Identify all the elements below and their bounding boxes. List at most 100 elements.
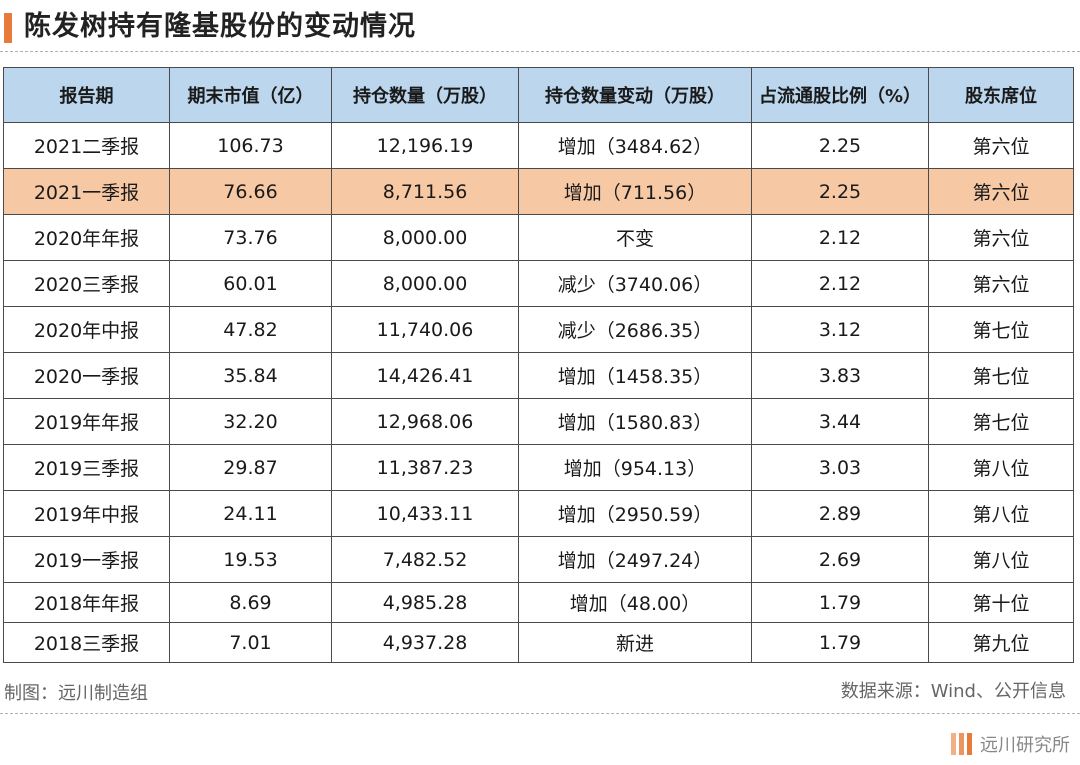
table-cell: 1.79: [751, 582, 929, 623]
table-cell: 60.01: [169, 260, 332, 307]
table-cell: 第六位: [928, 214, 1074, 261]
chart-credit: 制图：远川制造组: [4, 683, 148, 704]
table-cell: 24.11: [169, 490, 332, 537]
table-cell: 第八位: [928, 490, 1074, 537]
table-cell: 29.87: [169, 444, 332, 491]
column-header: 持仓数量（万股）: [331, 67, 519, 123]
data-source: 数据来源：Wind、公开信息: [840, 681, 1066, 702]
table-row: 2018年年报 8.69 4,985.28 增加（48.00） 1.79 第十位: [3, 582, 1074, 623]
table-row: 2020一季报 35.84 14,426.41 增加（1458.35） 3.83…: [3, 352, 1074, 399]
table-row: 2021二季报 106.73 12,196.19 增加（3484.62） 2.2…: [3, 122, 1074, 169]
table-cell: 8.69: [169, 582, 332, 623]
table-cell: 4,937.28: [331, 622, 519, 663]
table-cell: 11,740.06: [331, 306, 519, 353]
column-header: 持仓数量变动（万股）: [518, 67, 752, 123]
table-cell: 第七位: [928, 398, 1074, 445]
table-row: 2019一季报 19.53 7,482.52 增加（2497.24） 2.69 …: [3, 536, 1074, 583]
footer-divider: [0, 713, 1080, 714]
table-cell: 2020年中报: [3, 306, 170, 353]
table-cell: 47.82: [169, 306, 332, 353]
table-cell: 增加（1580.83）: [518, 398, 752, 445]
brand-name: 远川研究所: [980, 735, 1070, 756]
title-accent-bar: [4, 13, 12, 43]
table-cell: 2020年年报: [3, 214, 170, 261]
table-row: 2020年年报 73.76 8,000.00 不变 2.12 第六位: [3, 214, 1074, 261]
table-cell: 12,968.06: [331, 398, 519, 445]
table-row: 2019年中报 24.11 10,433.11 增加（2950.59） 2.89…: [3, 490, 1074, 537]
table-cell: 8,711.56: [331, 168, 519, 215]
table-cell: 第六位: [928, 260, 1074, 307]
table-cell: 2.12: [751, 214, 929, 261]
table-cell: 19.53: [169, 536, 332, 583]
table-cell: 76.66: [169, 168, 332, 215]
title-divider: [0, 51, 1080, 52]
table-cell: 2.25: [751, 168, 929, 215]
column-header: 期末市值（亿）: [169, 67, 332, 123]
table-cell: 2021一季报: [3, 168, 170, 215]
table-cell: 3.83: [751, 352, 929, 399]
table-row: 2020三季报 60.01 8,000.00 减少（3740.06） 2.12 …: [3, 260, 1074, 307]
table-cell: 新进: [518, 622, 752, 663]
table-cell: 2019年中报: [3, 490, 170, 537]
table-cell: 2.12: [751, 260, 929, 307]
table-row: 2019三季报 29.87 11,387.23 增加（954.13） 3.03 …: [3, 444, 1074, 491]
brand-logo-icon: [951, 733, 972, 755]
column-header: 占流通股比例（%）: [751, 67, 929, 123]
table-cell: 减少（3740.06）: [518, 260, 752, 307]
table-cell: 1.79: [751, 622, 929, 663]
table-cell: 增加（711.56）: [518, 168, 752, 215]
table-cell: 3.44: [751, 398, 929, 445]
table-cell: 7.01: [169, 622, 332, 663]
table-cell: 7,482.52: [331, 536, 519, 583]
table-cell: 2.25: [751, 122, 929, 169]
table-row: 2020年中报 47.82 11,740.06 减少（2686.35） 3.12…: [3, 306, 1074, 353]
brand-watermark: 远川研究所: [951, 730, 1070, 758]
table-cell: 第十位: [928, 582, 1074, 623]
title-bar: 陈发树持有隆基股份的变动情况: [0, 0, 1080, 52]
table-row: 2018三季报 7.01 4,937.28 新进 1.79 第九位: [3, 622, 1074, 663]
table-cell: 14,426.41: [331, 352, 519, 399]
table-cell: 减少（2686.35）: [518, 306, 752, 353]
table-cell: 4,985.28: [331, 582, 519, 623]
table-cell: 2.69: [751, 536, 929, 583]
table-cell: 增加（2497.24）: [518, 536, 752, 583]
table-cell: 第八位: [928, 536, 1074, 583]
table-cell: 2020一季报: [3, 352, 170, 399]
table-cell: 第八位: [928, 444, 1074, 491]
table-cell: 第七位: [928, 352, 1074, 399]
table-cell: 73.76: [169, 214, 332, 261]
table-cell: 10,433.11: [331, 490, 519, 537]
table-row: 2019年年报 32.20 12,968.06 增加（1580.83） 3.44…: [3, 398, 1074, 445]
table-cell: 2019年年报: [3, 398, 170, 445]
table-cell: 2021二季报: [3, 122, 170, 169]
table-cell: 2019三季报: [3, 444, 170, 491]
table-cell: 8,000.00: [331, 260, 519, 307]
table-cell: 3.03: [751, 444, 929, 491]
table-cell: 35.84: [169, 352, 332, 399]
table-cell: 8,000.00: [331, 214, 519, 261]
table-cell: 第六位: [928, 122, 1074, 169]
table-row-highlighted: 2021一季报 76.66 8,711.56 增加（711.56） 2.25 第…: [3, 168, 1074, 215]
table-cell: 第七位: [928, 306, 1074, 353]
table-header-row: 报告期 期末市值（亿） 持仓数量（万股） 持仓数量变动（万股） 占流通股比例（%…: [3, 67, 1074, 123]
table-cell: 32.20: [169, 398, 332, 445]
table-cell: 12,196.19: [331, 122, 519, 169]
table-cell: 2018三季报: [3, 622, 170, 663]
column-header: 报告期: [3, 67, 170, 123]
table-cell: 第六位: [928, 168, 1074, 215]
table-cell: 106.73: [169, 122, 332, 169]
holdings-table: 报告期 期末市值（亿） 持仓数量（万股） 持仓数量变动（万股） 占流通股比例（%…: [3, 67, 1074, 663]
table-cell: 增加（48.00）: [518, 582, 752, 623]
table-cell: 不变: [518, 214, 752, 261]
table-cell: 增加（3484.62）: [518, 122, 752, 169]
table-cell: 增加（1458.35）: [518, 352, 752, 399]
table-cell: 第九位: [928, 622, 1074, 663]
column-header: 股东席位: [928, 67, 1074, 123]
table-cell: 3.12: [751, 306, 929, 353]
table-cell: 2020三季报: [3, 260, 170, 307]
table-cell: 2019一季报: [3, 536, 170, 583]
table-cell: 2018年年报: [3, 582, 170, 623]
table-cell: 2.89: [751, 490, 929, 537]
table-cell: 11,387.23: [331, 444, 519, 491]
page-title: 陈发树持有隆基股份的变动情况: [24, 11, 416, 42]
